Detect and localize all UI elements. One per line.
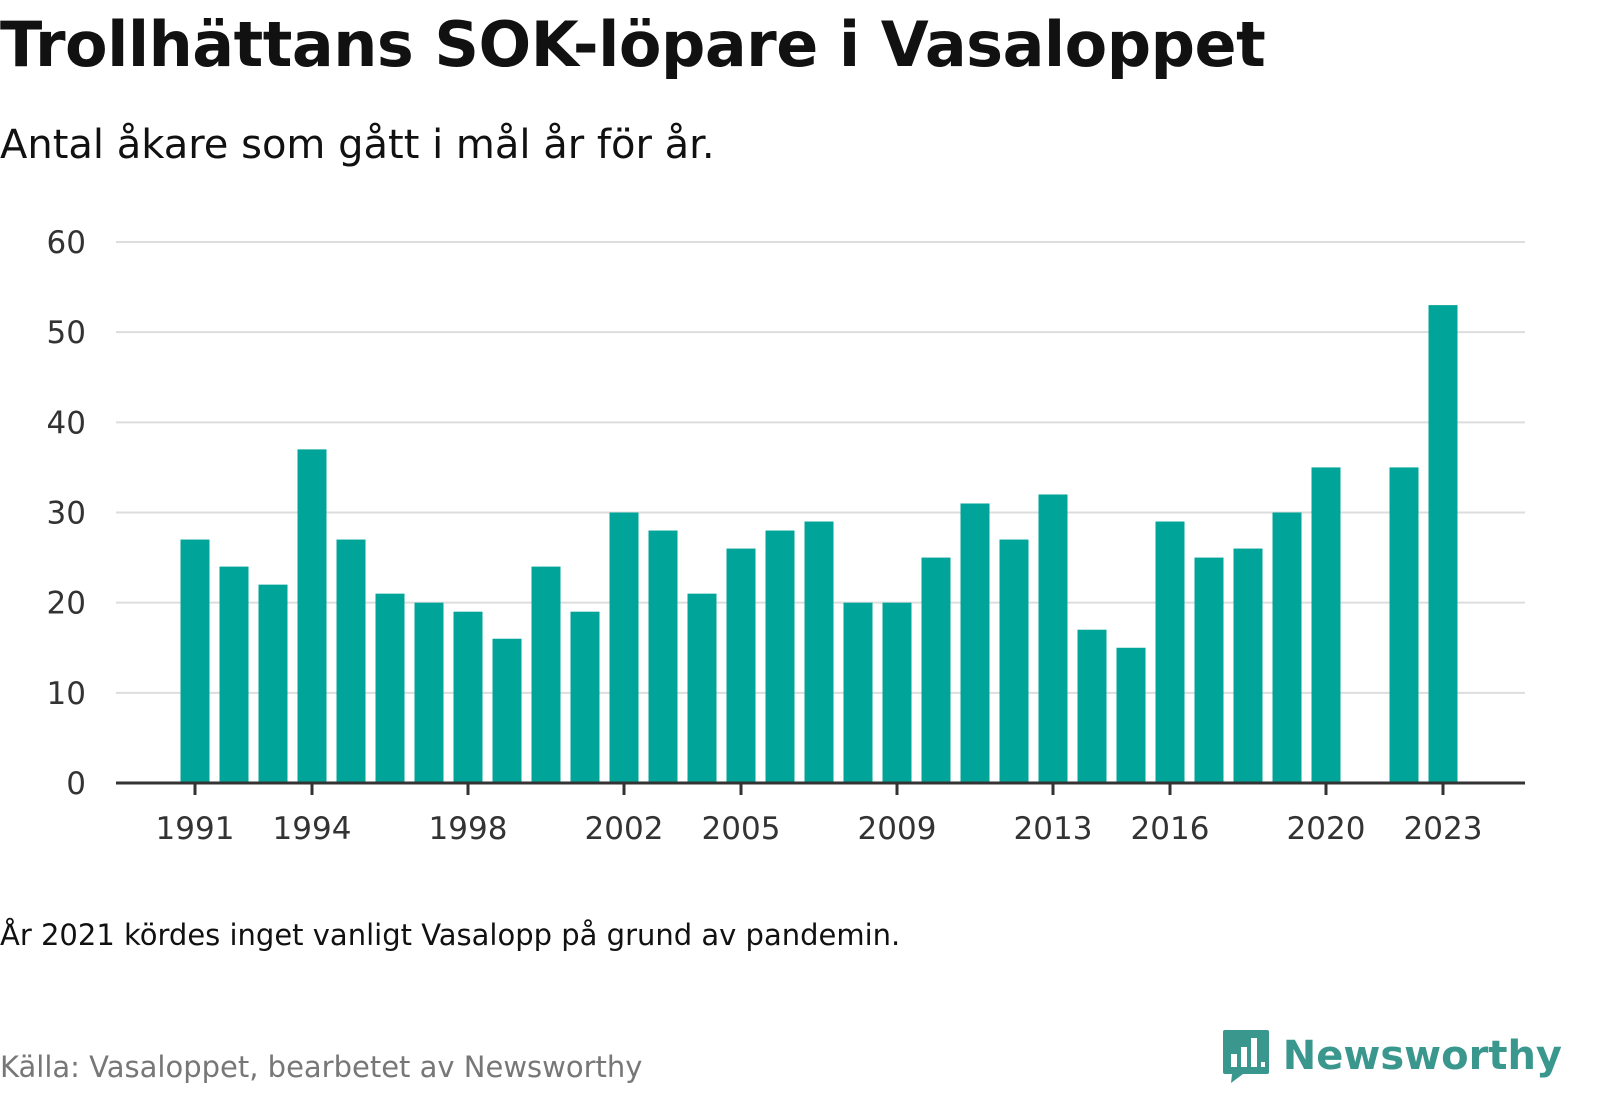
x-tick-label: 2023 <box>1404 811 1483 847</box>
x-tick-label: 2020 <box>1287 811 1366 847</box>
bar-1995 <box>336 539 366 783</box>
bar-1991 <box>180 539 210 783</box>
bar-1996 <box>375 593 405 783</box>
x-tick-label: 2009 <box>858 811 937 847</box>
x-tick-label: 2005 <box>702 811 781 847</box>
bar-1998 <box>453 611 483 783</box>
bar-1997 <box>414 602 444 783</box>
y-tick-label: 60 <box>47 225 86 261</box>
brand-logo: Newsworthy <box>1221 1028 1562 1084</box>
bar-2015 <box>1116 647 1146 783</box>
brand-name: Newsworthy <box>1282 1033 1562 1079</box>
bar-2009 <box>882 602 912 783</box>
bar-2004 <box>687 593 717 783</box>
y-tick-label: 0 <box>66 766 86 802</box>
bar-2022 <box>1389 467 1419 783</box>
bar-chart-speech-bubble-icon <box>1222 1030 1269 1083</box>
chart-title: Trollhättans SOK-löpare i Vasaloppet <box>0 8 1266 81</box>
bar-chart: 0 10 20 30 40 50 60 1991 1994 1998 2002 2005 2009 20… <box>47 225 1525 847</box>
chart-subtitle: Antal åkare som gått i mål år för år. <box>0 122 715 168</box>
x-tick-label: 1991 <box>156 811 235 847</box>
bar-1993 <box>258 584 288 783</box>
y-axis-ticks: 0 10 20 30 40 50 60 <box>47 225 86 802</box>
y-tick-label: 40 <box>47 405 86 441</box>
bar-2007 <box>804 521 834 783</box>
bar-2006 <box>765 530 795 783</box>
bar-2002 <box>609 512 639 783</box>
bar-2008 <box>843 602 873 783</box>
y-tick-label: 20 <box>47 586 86 622</box>
footnote: År 2021 kördes inget vanligt Vasalopp på… <box>0 918 901 952</box>
bar-2020 <box>1311 467 1341 783</box>
y-tick-label: 50 <box>47 315 86 351</box>
bar-1999 <box>492 638 522 783</box>
bar-2019 <box>1272 512 1302 783</box>
source-credit: Källa: Vasaloppet, bearbetet av Newswort… <box>0 1050 643 1084</box>
x-tick-label: 2013 <box>1014 811 1093 847</box>
bar-2014 <box>1077 629 1107 783</box>
bar-2013 <box>1038 494 1068 783</box>
bar-2018 <box>1233 548 1263 783</box>
bar-2023 <box>1428 305 1458 783</box>
x-tick-label: 1998 <box>429 811 508 847</box>
bar-2005 <box>726 548 756 783</box>
x-tick-label: 2002 <box>585 811 664 847</box>
x-axis-ticks: 1991 1994 1998 2002 2005 2009 2013 2016 2020 2023 <box>156 783 1483 847</box>
x-tick-label: 1994 <box>273 811 352 847</box>
bars <box>180 305 1458 783</box>
bar-2017 <box>1194 557 1224 783</box>
bar-2003 <box>648 530 678 783</box>
y-tick-label: 30 <box>47 496 86 532</box>
bar-2010 <box>921 557 951 783</box>
bar-2016 <box>1155 521 1185 783</box>
y-tick-label: 10 <box>47 676 86 712</box>
bar-2000 <box>531 566 561 783</box>
x-tick-label: 2016 <box>1131 811 1210 847</box>
bar-2001 <box>570 611 600 783</box>
bar-2011 <box>960 503 990 783</box>
bar-1992 <box>219 566 249 783</box>
bar-2012 <box>999 539 1029 783</box>
bar-1994 <box>297 449 327 783</box>
